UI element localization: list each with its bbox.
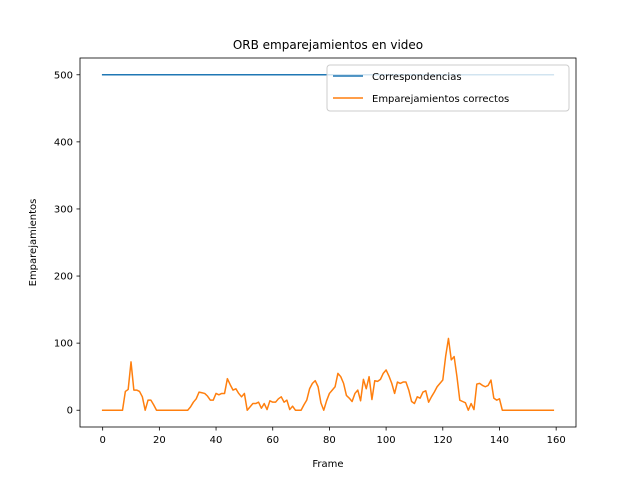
plot-area [80,58,576,427]
legend-label-emparejamientos-correctos: Emparejamientos correctos [372,94,509,105]
x-tick-label: 20 [153,435,166,446]
chart-title: ORB emparejamientos en video [233,38,423,52]
y-axis: 0 100 200 300 400 500 [54,70,80,417]
legend-box [326,64,570,112]
plot-frame [79,57,577,428]
x-axis: 0 20 40 60 80 100 120 140 160 [99,427,566,446]
x-axis-title: Frame [312,459,343,470]
x-tick-label: 100 [377,435,396,446]
legend-label-correspondencias: Correspondencias [372,72,462,83]
x-tick-label: 80 [323,435,336,446]
series-line-emparejamientos-correctos [101,337,555,411]
x-tick-label: 120 [433,435,452,446]
y-tick-label: 100 [54,339,73,350]
y-tick-label: 0 [67,406,73,417]
x-tick-label: 0 [99,435,105,446]
y-axis-title: Emparejamientos [28,199,39,287]
y-tick-label: 400 [54,137,73,148]
y-tick-label: 200 [54,272,73,283]
x-tick-label: 60 [266,435,279,446]
x-tick-label: 160 [547,435,566,446]
x-tick-label: 40 [210,435,223,446]
x-tick-label: 140 [490,435,509,446]
y-tick-label: 300 [54,204,73,215]
y-tick-label: 500 [54,70,73,81]
legend: Correspondencias Emparejamientos correct… [326,64,570,112]
